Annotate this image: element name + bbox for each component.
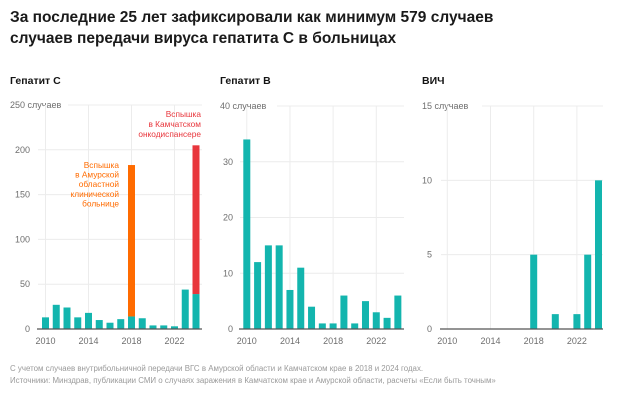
y-tick-label: 30 (223, 157, 233, 167)
page-title: За последние 25 лет зафиксировали как ми… (10, 7, 610, 49)
annotation-line: Вспышка (84, 160, 120, 170)
bar-2016-base (106, 322, 114, 329)
footnote-sources: Источники: Минздрав, публикации СМИ о сл… (10, 376, 496, 385)
x-tick-label: 2022 (164, 336, 184, 346)
chart-hepatitis-b: Гепатит В 0 10 20 30 40 случаев 2010 2014 2018 20… (220, 75, 404, 346)
bar-2015-base (95, 320, 103, 329)
bar-2015-base (297, 267, 305, 329)
y-tick-label: 200 (15, 145, 30, 155)
bar-2018-base (128, 316, 135, 329)
bar-2021-base (160, 325, 168, 329)
annotation-line: клинической (71, 189, 120, 199)
x-tick-label: 2010 (437, 336, 457, 346)
page-title-line-2: случаев передачи вируса гепатита С в бол… (10, 30, 397, 47)
bar-2018-base (329, 323, 337, 329)
y-tick-label: 0 (427, 324, 432, 334)
bar-2022-base (171, 326, 178, 329)
y-tick-label: 5 (427, 250, 432, 260)
annotation-line: Вспышка (166, 109, 202, 119)
bar-2024-base (192, 294, 200, 329)
y-tick-label: 0 (228, 324, 233, 334)
bar-2010-base (42, 317, 49, 329)
bar-2011-base (254, 262, 262, 329)
x-tick-label: 2018 (323, 336, 343, 346)
bar-2019-base (138, 318, 146, 329)
bar-2010-base (243, 139, 251, 329)
bar-2024-base (595, 180, 602, 329)
bar-2024-base (394, 295, 402, 329)
bar-2022-base (573, 314, 581, 329)
footnote-note: С учетом случаев внутрибольничной переда… (10, 364, 424, 373)
bar-2011-base (52, 304, 60, 329)
x-tick-label: 2014 (78, 336, 98, 346)
bar-2013-base (74, 317, 82, 329)
y-tick-label: 15 случаев (422, 101, 468, 111)
y-tick-label: 150 (15, 190, 30, 200)
page-title-line-1: За последние 25 лет зафиксировали как ми… (10, 9, 494, 26)
bar-2017-base (318, 323, 326, 329)
bar-2016-base (308, 306, 316, 329)
y-tick-label: 100 (15, 234, 30, 244)
bar-2023-base (181, 289, 189, 329)
x-tick-label: 2014 (280, 336, 300, 346)
annotation-line: онкодиспансере (138, 129, 201, 139)
bar-2014-base (286, 289, 294, 329)
bar-2018-amur (128, 165, 135, 317)
bar-2012-base (63, 307, 71, 329)
bar-2019-base (340, 295, 348, 329)
y-tick-label: 40 случаев (220, 101, 266, 111)
x-tick-label: 2022 (567, 336, 587, 346)
chart-hiv: ВИЧ 0 5 10 15 случаев 2010 2014 2018 2022 (422, 75, 603, 346)
annotation-line: в Амурской (75, 170, 119, 180)
bar-2024-kamchatka (192, 145, 200, 295)
bar-2022-base (372, 312, 380, 329)
bar-2018-base (530, 254, 538, 329)
bar-2021-base (361, 301, 369, 329)
y-tick-label: 10 (422, 175, 432, 185)
x-tick-label: 2010 (237, 336, 257, 346)
y-tick-label: 20 (223, 213, 233, 223)
y-tick-label: 0 (25, 324, 30, 334)
annotation-line: в Камчатском (148, 119, 201, 129)
x-tick-label: 2010 (35, 336, 55, 346)
bar-2013-base (275, 245, 283, 329)
y-tick-label: 50 (20, 279, 30, 289)
bar-2017-base (117, 319, 125, 329)
bar-2014-base (85, 312, 92, 329)
chart-hepatitis-c: Гепатит С 0 50 100 150 200 250 случаев 2010 2014… (10, 75, 202, 346)
annotation-line: больнице (82, 198, 119, 208)
x-tick-label: 2022 (366, 336, 386, 346)
panel-title: ВИЧ (422, 75, 445, 87)
bar-2020-base (351, 323, 359, 329)
x-tick-label: 2018 (524, 336, 544, 346)
x-tick-label: 2018 (121, 336, 141, 346)
y-tick-label: 10 (223, 268, 233, 278)
panel-title: Гепатит В (220, 75, 271, 87)
bar-2020-base (551, 314, 559, 329)
y-tick-label: 250 случаев (10, 100, 61, 110)
bar-2023-base (584, 254, 592, 329)
bar-2023-base (383, 317, 391, 329)
panel-title: Гепатит С (10, 75, 61, 87)
bar-2020-base (149, 325, 157, 329)
bar-2012-base (264, 245, 272, 329)
annotation-line: областной (79, 179, 120, 189)
x-tick-label: 2014 (480, 336, 500, 346)
